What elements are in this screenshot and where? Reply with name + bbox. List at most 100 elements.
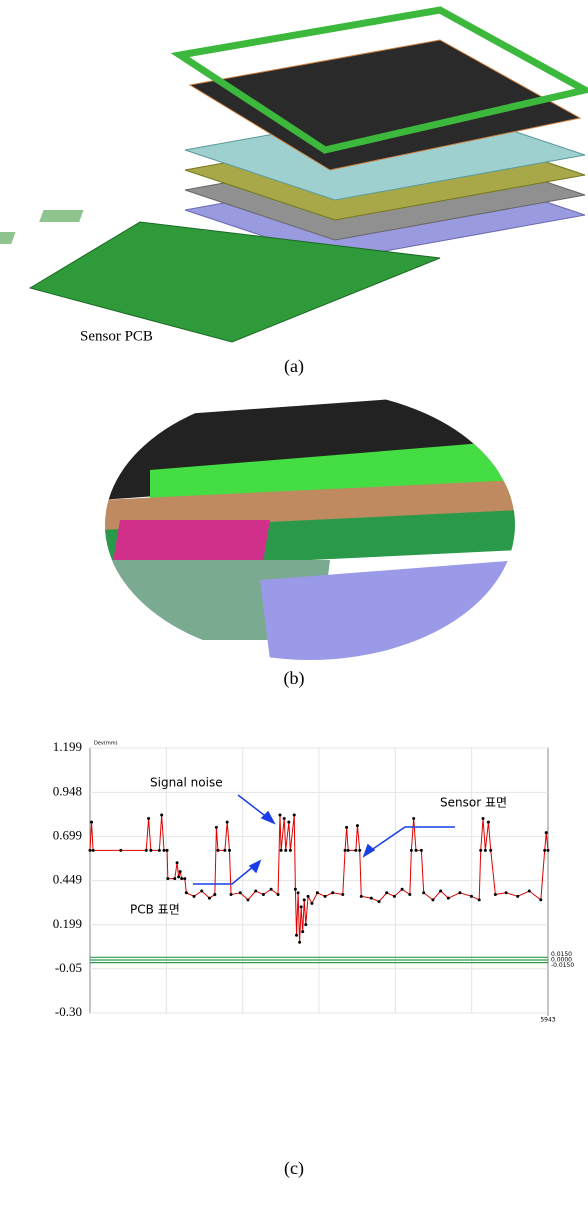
data-point [458,891,461,894]
x-tick-label: 5943 [540,1017,555,1024]
data-point [307,895,310,898]
data-point [147,817,150,820]
data-point [200,890,203,893]
data-point [289,849,292,852]
data-point [408,893,411,896]
data-point [90,821,93,824]
data-point [410,849,413,852]
data-point [215,826,218,829]
y-axis-label: Dev(mm) [94,741,118,747]
data-point [300,905,303,908]
data-point [223,849,226,852]
page: Sensor PCB (a) (b) Dev(mm) 1.199 0.948 0.6… [0,0,588,1229]
data-point [180,877,183,880]
reference-label: -0.0150 [551,962,574,969]
data-point [280,849,283,852]
data-point [295,934,298,937]
data-point [370,897,373,900]
data-point [301,930,304,933]
data-point [528,890,531,893]
data-point [431,898,434,901]
data-point [216,849,219,852]
data-point [297,891,300,894]
data-point [484,849,487,852]
data-point [294,888,297,891]
data-point [158,849,161,852]
data-point [494,893,497,896]
data-point [487,821,490,824]
plot-area: 1.1990.9480.6990.4490.199-0.05-0.3059430… [53,739,575,1024]
data-point [284,849,287,852]
data-point [177,875,180,878]
data-point [208,897,211,900]
data-point [262,893,265,896]
data-point [92,849,95,852]
data-point [185,891,188,894]
data-point [226,821,229,824]
data-point [239,891,242,894]
data-point [303,898,306,901]
y-tick-label: 1.199 [53,739,82,754]
data-point [230,893,233,896]
data-point [89,849,92,852]
data-point [213,893,216,896]
y-tick-label: 0.948 [53,783,82,798]
annotation: PCB 표면 [130,903,180,917]
data-point [447,897,450,900]
data-point [414,849,417,852]
data-point [304,923,307,926]
y-tick-label: 0.199 [53,916,82,931]
arrows [193,795,455,884]
caption: (a) [284,356,304,377]
data-point [479,849,482,852]
data-point [173,877,176,880]
data-point [246,898,249,901]
data-point [278,814,281,817]
data-point [539,898,542,901]
data-point [420,849,423,852]
data-point [356,824,359,827]
panel-label: Sensor PCB [80,328,153,344]
data-point [482,817,485,820]
figure: Sensor PCB (a) (b) Dev(mm) 1.199 0.948 0.6… [0,0,588,1224]
annotation: Signal noise [150,776,223,790]
data-point [393,895,396,898]
data-point [254,890,257,893]
data-point [145,849,148,852]
data-point [377,900,380,903]
caption: (b) [284,668,305,689]
data-point [470,895,473,898]
y-tick-label: 0.699 [53,827,82,842]
data-point [505,891,508,894]
data-point [193,895,196,898]
y-tick-label: -0.05 [55,960,82,975]
data-point [345,826,348,829]
data-point [176,861,179,864]
data-point [422,891,425,894]
data-point [293,814,296,817]
data-point [344,849,347,852]
closeup-view [100,385,520,665]
data-point [543,849,546,852]
data-point [360,895,363,898]
exploded-view [0,10,585,342]
data-point [516,895,519,898]
data-point [354,849,357,852]
data-point [183,877,186,880]
data-point [331,891,334,894]
data-point [166,849,169,852]
data-point [287,821,290,824]
data-point [228,849,231,852]
data-point [179,870,182,873]
data-point [270,888,273,891]
caption: (c) [284,1158,304,1179]
data-point [545,831,548,834]
data-point [149,849,152,852]
data-point [162,849,165,852]
data-point [547,849,550,852]
data-point [316,891,319,894]
data-point [385,891,388,894]
data-point [347,849,350,852]
data-point [341,893,344,896]
y-tick-label: -0.30 [55,1004,82,1019]
